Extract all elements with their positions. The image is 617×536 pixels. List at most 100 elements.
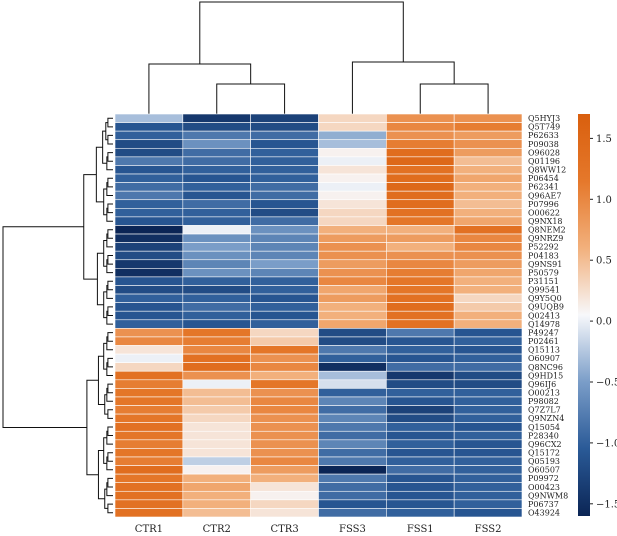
heatmap-cell (182, 293, 251, 303)
dendrogram-branch (107, 503, 113, 514)
heatmap-cell (386, 156, 455, 166)
dendrogram-branch (107, 409, 113, 419)
heatmap-cell (453, 379, 523, 389)
row-label: Q8WW12 (528, 166, 566, 175)
heatmap-cell (182, 336, 251, 346)
heatmap-cell (386, 139, 455, 149)
heatmap-cell (114, 430, 184, 441)
heatmap-cell (250, 448, 319, 458)
heatmap-cell (114, 482, 184, 492)
colorbar-tick-label: 1.0 (596, 195, 612, 206)
heatmap-cell (318, 439, 387, 449)
heatmap-cell (318, 302, 387, 312)
heatmap-cell (453, 499, 523, 509)
row-label: Q96AE7 (528, 191, 561, 200)
heatmap-cell (182, 165, 251, 175)
dendrogram-branch (107, 134, 113, 145)
heatmap-cell (453, 302, 523, 312)
heatmap-cell (182, 456, 251, 466)
heatmap-cell (318, 319, 387, 329)
colorbar-gradient (578, 114, 590, 516)
heatmap-cell (114, 439, 184, 449)
heatmap-cell (453, 122, 523, 132)
heatmap-cell (386, 328, 455, 338)
heatmap-cell (453, 456, 523, 466)
heatmap-cell (453, 173, 523, 183)
heatmap-cell (182, 422, 251, 432)
heatmap-cell (453, 276, 523, 286)
column-label: CTR1 (135, 524, 163, 535)
colorbar: 1.5 1.0 0.5 0.0 −0.5 −1.0 −1.5 (578, 114, 617, 516)
heatmap-cell (250, 165, 319, 175)
heatmap-cell (250, 353, 319, 363)
dendrogram-branch (107, 255, 113, 265)
colorbar-tick-label: −1.0 (596, 438, 617, 449)
heatmap-cell (318, 473, 387, 484)
heatmap-cell (453, 268, 523, 278)
heatmap-cell (182, 353, 251, 363)
row-label: O00213 (528, 388, 560, 397)
heatmap-cell (318, 148, 387, 158)
heatmap-cell (182, 250, 251, 261)
heatmap-cell (453, 113, 523, 123)
row-label: Q9NZN4 (528, 414, 564, 423)
heatmap-cell (250, 113, 319, 123)
heatmap-cell (114, 302, 184, 312)
heatmap-cell (453, 448, 523, 458)
heatmap-cell (250, 430, 319, 441)
heatmap-cell (386, 422, 455, 432)
heatmap-cell (318, 208, 387, 218)
row-label: Q8NEM2 (528, 226, 566, 235)
row-label: Q7Z7L7 (528, 406, 561, 415)
heatmap-cell (453, 165, 523, 175)
heatmap-cell (182, 190, 251, 201)
heatmap-cell (386, 190, 455, 201)
row-label: Q9UQB9 (528, 303, 564, 312)
row-label: P06737 (528, 500, 559, 509)
heatmap-cell (250, 216, 319, 226)
heatmap-cell (453, 319, 523, 329)
heatmap-cell (250, 439, 319, 449)
heatmap-cell (386, 113, 455, 123)
row-label: Q9Y5Q0 (528, 294, 562, 303)
row-label: Q05193 (528, 457, 560, 466)
row-label: O00622 (528, 208, 560, 217)
heatmap-cell (250, 208, 319, 218)
heatmap-cell (453, 293, 523, 303)
heatmap-cell (453, 250, 523, 261)
heatmap-cell (250, 130, 319, 141)
heatmap-cell (386, 148, 455, 158)
heatmap-cells (114, 113, 523, 518)
colorbar-tick-label: −1.5 (596, 499, 617, 510)
heatmap-cell (114, 233, 184, 243)
heatmap-cell (318, 130, 387, 141)
row-label: P49247 (528, 328, 559, 337)
heatmap-cell (250, 370, 319, 381)
heatmap-cell (386, 319, 455, 329)
row-label: P09038 (528, 140, 559, 149)
heatmap-cell (386, 173, 455, 183)
heatmap-cell (182, 328, 251, 338)
heatmap-cell (250, 173, 319, 183)
heatmap-cell (250, 242, 319, 252)
row-label: P62341 (528, 183, 559, 192)
heatmap-cell (386, 345, 455, 355)
heatmap-cell (114, 362, 184, 372)
heatmap-cell (386, 336, 455, 346)
heatmap-cell (114, 276, 184, 286)
dendrogram-branch (419, 83, 489, 114)
heatmap-cell (250, 122, 319, 132)
heatmap-cell (453, 388, 523, 398)
heatmap-cell (318, 490, 387, 501)
heatmap-cell (318, 250, 387, 261)
heatmap-cell (453, 199, 523, 209)
dendrogram-branch (107, 357, 113, 368)
heatmap-cell (318, 396, 387, 406)
heatmap-cell (318, 370, 387, 381)
heatmap-cell (386, 276, 455, 286)
dendrogram-branch (107, 117, 113, 128)
heatmap-cell (182, 499, 251, 509)
heatmap-cell (250, 482, 319, 492)
heatmap-cell (453, 328, 523, 338)
heatmap-cell (182, 122, 251, 132)
